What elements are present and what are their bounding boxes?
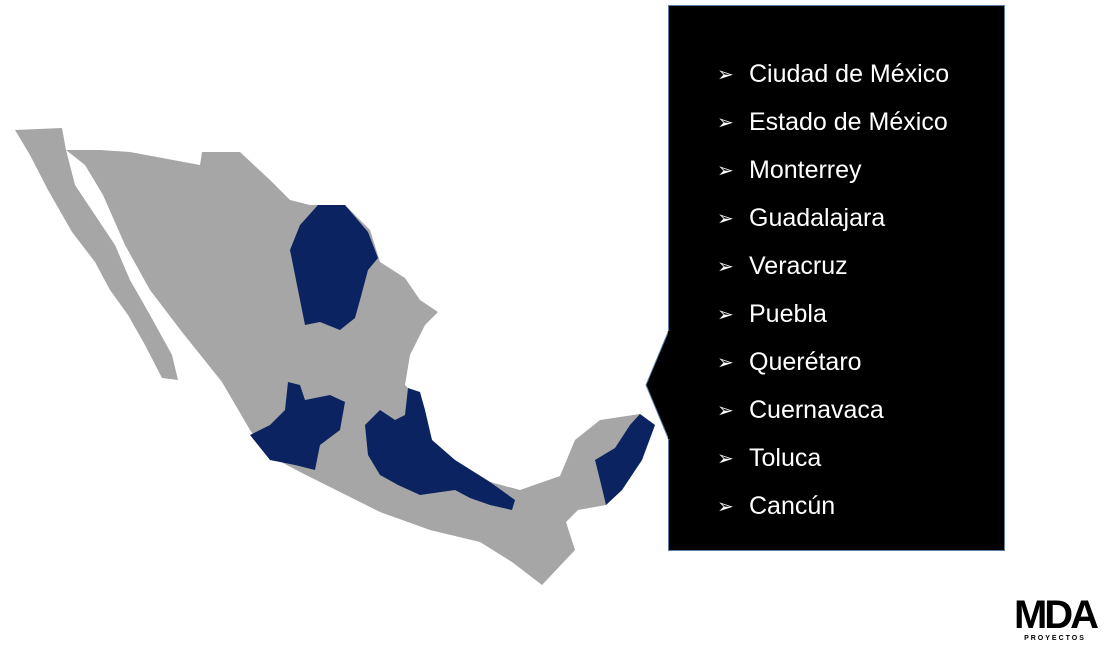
arrowhead-bullet-icon: ➢ xyxy=(717,495,734,518)
arrowhead-bullet-icon: ➢ xyxy=(717,447,734,470)
arrowhead-bullet-icon: ➢ xyxy=(717,159,734,182)
cities-callout: ➢ Ciudad de México ➢ Estado de México ➢ Mon… xyxy=(668,5,1005,551)
arrowhead-bullet-icon: ➢ xyxy=(717,207,734,230)
mainland-mexico xyxy=(66,150,655,585)
arrowhead-bullet-icon: ➢ xyxy=(717,399,734,422)
list-item: ➢ Cancún xyxy=(717,491,836,520)
list-item: ➢ Monterrey xyxy=(717,155,862,184)
arrowhead-bullet-icon: ➢ xyxy=(717,111,734,134)
baja-california-peninsula xyxy=(15,128,178,380)
cities-list: ➢ Ciudad de México ➢ Estado de México ➢ Mon… xyxy=(717,50,949,530)
arrowhead-bullet-icon: ➢ xyxy=(717,255,734,278)
arrowhead-bullet-icon: ➢ xyxy=(717,351,734,374)
mda-logo: MDA PROYECTOS xyxy=(1010,595,1100,642)
list-item: ➢ Cuernavaca xyxy=(717,395,884,424)
region-nuevo-leon-coahuila xyxy=(290,205,378,330)
region-jalisco xyxy=(250,382,345,470)
region-quintana-roo xyxy=(595,414,655,505)
list-item: ➢ Querétaro xyxy=(717,347,862,376)
arrowhead-bullet-icon: ➢ xyxy=(717,303,734,326)
region-central xyxy=(365,388,515,510)
logo-subtitle: PROYECTOS xyxy=(1024,635,1086,642)
list-item: ➢ Veracruz xyxy=(717,251,848,280)
list-item: ➢ Puebla xyxy=(717,299,827,328)
logo-mark: MDA xyxy=(1013,593,1099,637)
list-item: ➢ Toluca xyxy=(717,443,822,472)
arrowhead-bullet-icon: ➢ xyxy=(717,63,734,86)
list-item: ➢ Estado de México xyxy=(717,107,948,136)
list-item: ➢ Ciudad de México xyxy=(717,59,950,88)
list-item: ➢ Guadalajara xyxy=(717,203,886,232)
